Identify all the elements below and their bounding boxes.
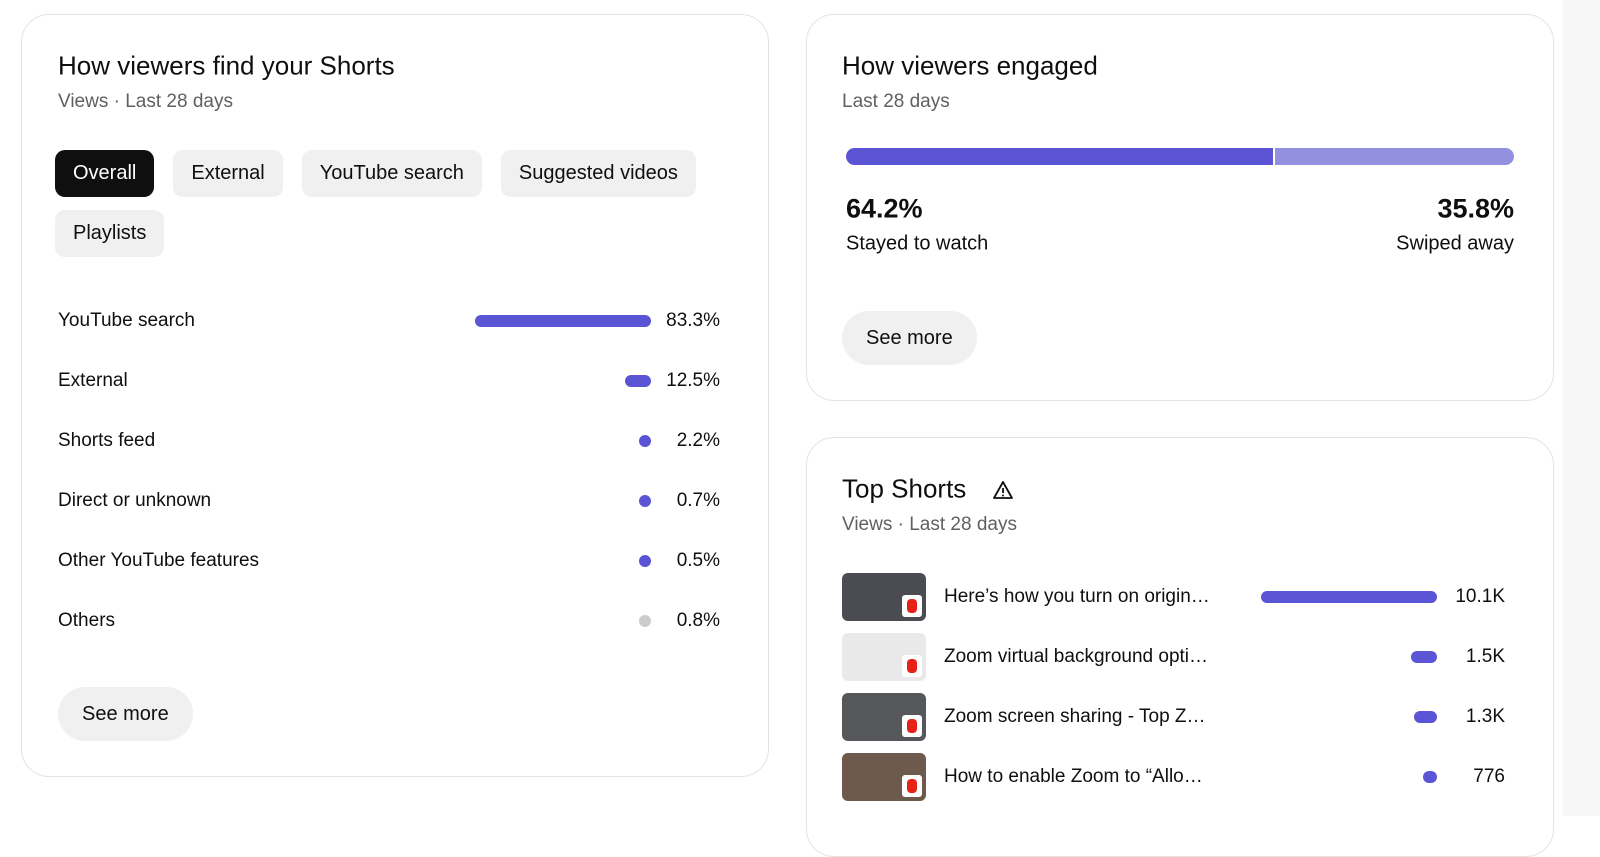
value-label: 1.5K — [1465, 646, 1505, 667]
engagement-segment — [1274, 148, 1514, 165]
top-shorts-card: Top Shorts Views · Last 28 days Here’s h… — [806, 437, 1554, 857]
value-label: 0.8% — [676, 610, 720, 631]
value-label: 2.2% — [676, 430, 720, 451]
bar — [639, 495, 651, 507]
value-label: 1.3K — [1465, 706, 1505, 727]
short-title[interactable]: Zoom virtual background opti… — [944, 646, 1209, 667]
row-label: Shorts feed — [58, 430, 156, 451]
row-label: External — [58, 370, 128, 391]
shorts-badge — [902, 655, 922, 677]
scrollbar-track — [1563, 0, 1600, 816]
bar — [1261, 591, 1437, 603]
engagement-segment — [846, 148, 1273, 165]
shorts-badge — [902, 775, 922, 797]
card-title: Top Shorts — [842, 473, 967, 504]
thumbnail[interactable] — [842, 753, 926, 801]
see-more-button[interactable]: See more — [58, 687, 193, 741]
percent-value: 35.8% — [1437, 193, 1514, 224]
see-more-button[interactable]: See more — [842, 311, 977, 365]
row-label: YouTube search — [58, 310, 195, 331]
card-title: How viewers engaged — [842, 50, 1098, 81]
short-title[interactable]: How to enable Zoom to “Allo… — [944, 766, 1203, 787]
short-title[interactable]: Zoom screen sharing - Top Z… — [944, 706, 1206, 727]
card-subtitle: Views · Last 28 days — [842, 514, 1017, 535]
card-title: How viewers find your Shorts — [58, 50, 395, 81]
shorts-badge — [902, 595, 922, 617]
row-label: Other YouTube features — [58, 550, 260, 571]
card-subtitle: Views · Last 28 days — [58, 91, 233, 112]
thumbnail[interactable] — [842, 573, 926, 621]
value-label: 83.3% — [666, 310, 720, 331]
filter-chip[interactable]: Overall — [55, 150, 155, 197]
warning-icon[interactable] — [992, 480, 1014, 500]
bar — [475, 315, 651, 327]
thumbnail[interactable] — [842, 633, 926, 681]
shorts-badge — [902, 715, 922, 737]
bar — [624, 375, 651, 387]
page: How viewers find your Shorts Views · Las… — [21, 0, 1600, 857]
value-label: 0.7% — [676, 490, 720, 511]
segment-label: Stayed to watch — [846, 232, 989, 255]
bar — [639, 435, 651, 447]
value-label: 0.5% — [676, 550, 720, 571]
filter-chip[interactable]: YouTube search — [301, 150, 482, 197]
bar — [639, 615, 651, 627]
filter-chip[interactable]: External — [173, 150, 283, 197]
value-label: 10.1K — [1455, 586, 1505, 607]
chip-group: Overall External YouTube search Suggested v… — [55, 150, 745, 257]
card-subtitle: Last 28 days — [842, 91, 950, 112]
short-title[interactable]: Here’s how you turn on origin… — [944, 586, 1210, 607]
filter-chip[interactable]: Playlists — [55, 210, 165, 257]
row-label: Direct or unknown — [58, 490, 212, 511]
bar — [1423, 771, 1437, 783]
bar — [1410, 651, 1437, 663]
percent-value: 64.2% — [846, 193, 923, 224]
row-label: Others — [58, 610, 116, 631]
segment-label: Swiped away — [1396, 232, 1514, 255]
bar — [639, 555, 651, 567]
traffic-card: How viewers find your Shorts Views · Las… — [21, 14, 769, 777]
value-label: 776 — [1473, 766, 1505, 787]
thumbnail[interactable] — [842, 693, 926, 741]
value-label: 12.5% — [666, 370, 720, 391]
engagement-card: How viewers engaged Last 28 days See mor… — [806, 14, 1554, 401]
bar — [1414, 711, 1437, 723]
filter-chip[interactable]: Suggested videos — [500, 150, 696, 197]
